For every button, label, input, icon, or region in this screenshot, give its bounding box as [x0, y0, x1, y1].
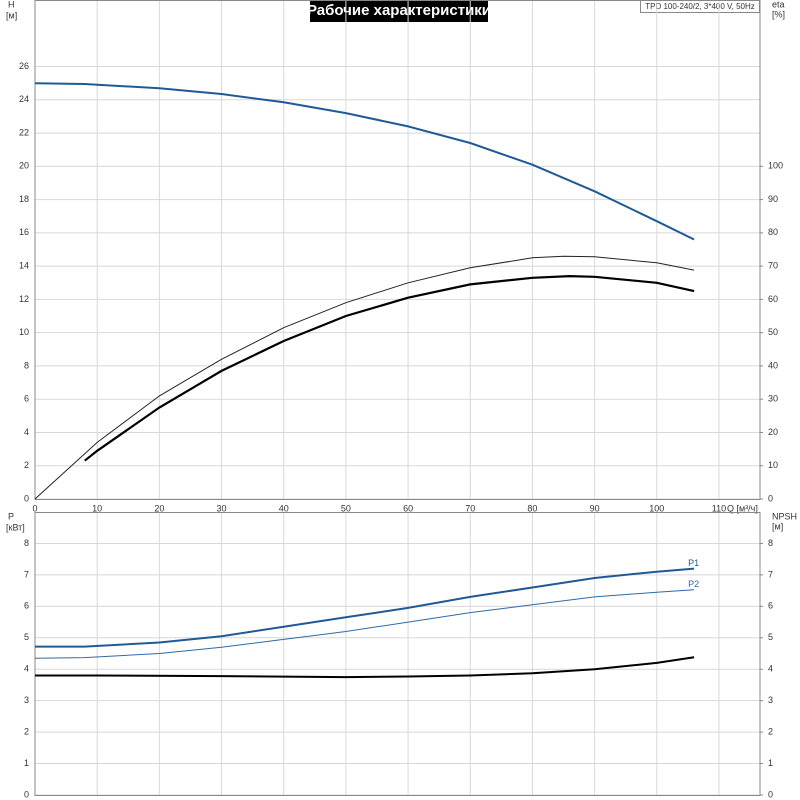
x-tick-label: 0: [32, 503, 37, 513]
x-tick-label: 20: [154, 503, 164, 513]
x-tick-label: 110: [712, 503, 726, 513]
series-line: [34, 82, 695, 241]
y2-tick-label: 7: [768, 569, 773, 579]
x-tick-label: 40: [279, 503, 289, 513]
x-axis-label: Q [м³/ч]: [727, 503, 758, 513]
y-tick-label: 18: [19, 194, 29, 204]
y-tick-label: 6: [24, 394, 29, 404]
y-tick-label: 22: [19, 127, 29, 137]
y-tick-label: 6: [24, 601, 29, 611]
y-tick-label: 3: [24, 695, 29, 705]
chart-title: Рабочие характеристики: [307, 2, 491, 19]
y2-tick-label: 20: [768, 427, 778, 437]
y2-tick-label: 8: [768, 538, 773, 548]
y-tick-label: 1: [24, 758, 29, 768]
y-tick-label: 20: [19, 161, 29, 171]
y2-tick-label: 10: [768, 460, 778, 470]
annotation: TPD 100-240/2, 3*400 V, 50Hz: [645, 2, 755, 11]
y-tick-label: 4: [24, 427, 29, 437]
y-tick-label: 24: [19, 94, 29, 104]
y-tick-label: 0: [24, 789, 29, 799]
y-tick-label: 26: [19, 61, 29, 71]
x-tick-label: 80: [527, 503, 537, 513]
y2-tick-label: 6: [768, 601, 773, 611]
y-tick-label: 7: [24, 569, 29, 579]
y2-tick-label: 0: [768, 493, 773, 503]
y-tick-label: 16: [19, 227, 29, 237]
x-tick-label: 50: [341, 503, 351, 513]
series-line: [34, 255, 695, 500]
y-tick-label: 8: [24, 360, 29, 370]
y-axis-label: H: [8, 0, 15, 9]
y-axis-unit: [кВт]: [6, 522, 25, 532]
y-tick-label: 14: [19, 261, 29, 271]
y-tick-label: 12: [19, 294, 29, 304]
y2-axis-unit: [м]: [772, 521, 783, 531]
x-tick-label: 10: [92, 503, 102, 513]
series-line: [35, 567, 695, 648]
y2-tick-label: 0: [768, 789, 773, 799]
title-box: [310, 0, 488, 22]
y2-tick-label: 5: [768, 632, 773, 642]
y2-tick-label: 60: [768, 294, 778, 304]
y2-tick-label: 100: [768, 161, 783, 171]
y2-axis-label: eta: [772, 0, 785, 9]
x-tick-label: 60: [403, 503, 413, 513]
x-tick-label: 90: [590, 503, 600, 513]
y2-tick-label: 1: [768, 758, 773, 768]
y2-tick-label: 90: [768, 194, 778, 204]
y-tick-label: 10: [19, 327, 29, 337]
plot-frame: [34, 512, 761, 796]
y2-axis-unit: [%]: [772, 9, 785, 19]
y2-tick-label: 2: [768, 726, 773, 736]
series-line: [35, 656, 695, 679]
y-tick-label: 4: [24, 664, 29, 674]
series-line: [84, 274, 695, 462]
y-tick-label: 0: [24, 493, 29, 503]
y-axis-unit: [м]: [6, 10, 17, 20]
y-tick-label: 2: [24, 726, 29, 736]
series-label: P1: [688, 558, 699, 568]
y2-tick-label: 50: [768, 327, 778, 337]
y2-tick-label: 30: [768, 394, 778, 404]
y2-tick-label: 3: [768, 695, 773, 705]
series-label: P2: [688, 579, 699, 589]
y2-tick-label: 70: [768, 261, 778, 271]
y2-tick-label: 4: [768, 664, 773, 674]
series-line: [34, 589, 695, 659]
y2-axis-label: NPSH: [772, 511, 797, 521]
y-tick-label: 8: [24, 538, 29, 548]
y-axis-label: P: [8, 511, 14, 521]
x-tick-label: 70: [465, 503, 475, 513]
x-tick-label: 30: [217, 503, 227, 513]
y2-tick-label: 40: [768, 360, 778, 370]
y2-tick-label: 80: [768, 227, 778, 237]
y-tick-label: 5: [24, 632, 29, 642]
y-tick-label: 2: [24, 460, 29, 470]
plot-frame: [34, 0, 761, 500]
x-tick-label: 100: [649, 503, 664, 513]
